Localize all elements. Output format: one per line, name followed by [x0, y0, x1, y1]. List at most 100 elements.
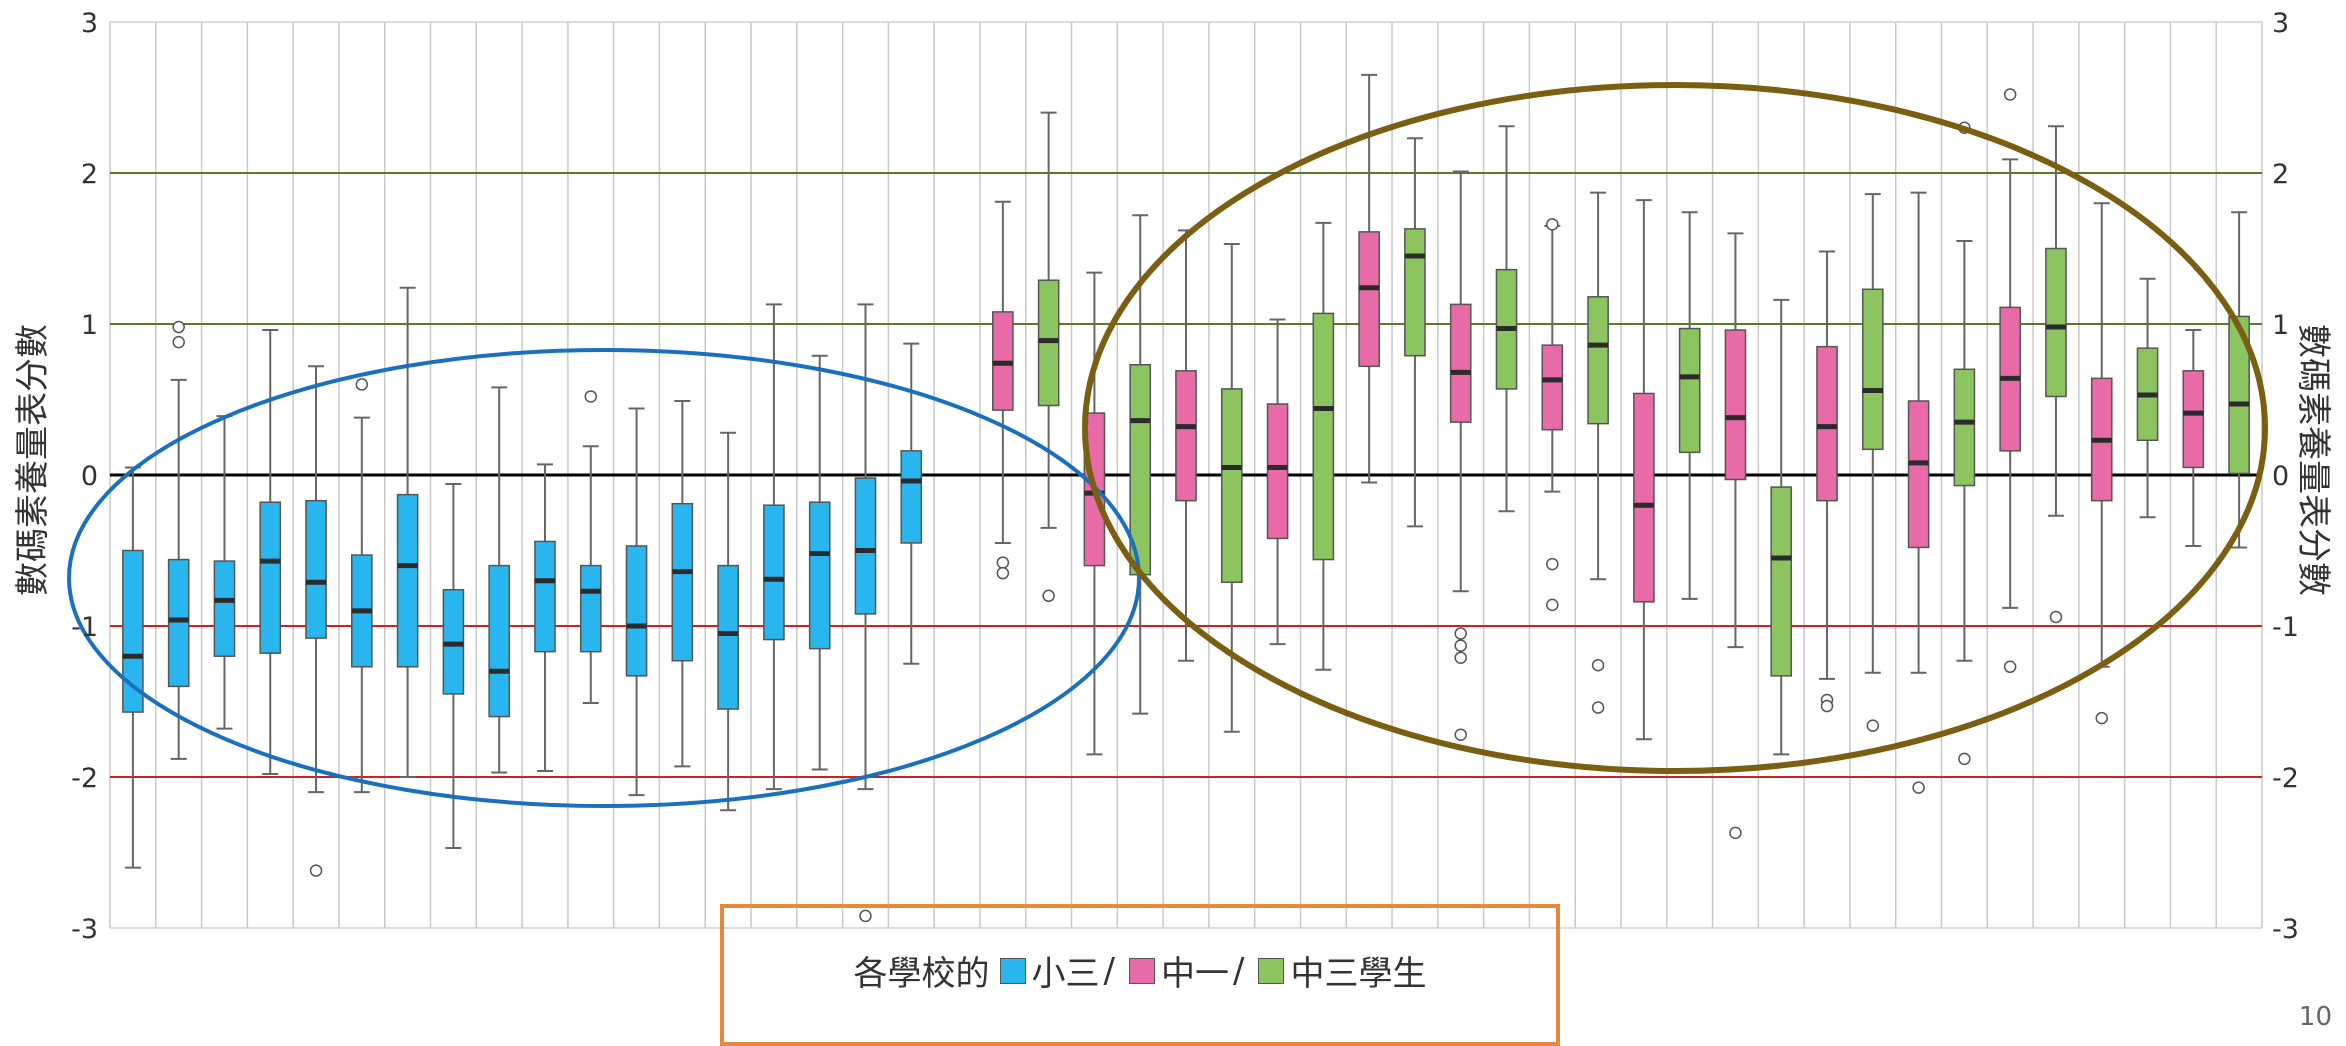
outlier-point — [1454, 651, 1467, 664]
box-plot — [1266, 318, 1289, 646]
box-plots — [122, 73, 2250, 923]
outlier-point — [2095, 711, 2108, 725]
y-tick-label-left: 1 — [81, 310, 98, 341]
legend-swatch-p3 — [999, 957, 1026, 984]
box-plot — [2136, 277, 2159, 519]
y-axis-right-ticks: -3 -2 -1 0 1 2 3 — [2272, 8, 2299, 945]
box-iqr — [2228, 315, 2250, 475]
box-plot — [1587, 191, 1609, 714]
outlier-point — [1866, 719, 1880, 732]
ellipse-secondary — [1082, 82, 2268, 774]
box-plot — [1129, 214, 1152, 715]
box-plot — [213, 415, 236, 730]
box-iqr — [259, 501, 282, 654]
box-iqr — [579, 564, 602, 653]
box-plot — [1907, 191, 1930, 794]
legend-label-s3: 中三學生 — [1290, 954, 1427, 994]
y-tick-label-left: -2 — [71, 763, 98, 794]
box-iqr — [808, 501, 831, 650]
outlier-point — [2003, 88, 2017, 101]
box-iqr — [1220, 388, 1243, 583]
y-tick-label-left: 0 — [81, 461, 98, 492]
outlier-point — [172, 335, 185, 349]
outlier-point — [996, 566, 1010, 580]
legend-label-p3: 小三 — [1031, 954, 1100, 994]
box-plot — [1770, 298, 1793, 756]
outlier-point — [1546, 598, 1559, 612]
outlier-point — [1729, 826, 1742, 840]
legend-separator: / — [1233, 950, 1245, 991]
box-iqr — [625, 545, 648, 677]
box-plot — [1312, 221, 1335, 671]
box-iqr — [900, 450, 923, 544]
box-plot — [442, 483, 465, 849]
box-iqr — [717, 564, 739, 710]
box-plot — [1404, 137, 1426, 528]
legend-swatch-s3 — [1258, 957, 1285, 984]
outlier-point — [309, 864, 323, 877]
box-plot — [1495, 125, 1518, 513]
box-plot — [259, 329, 282, 775]
box-plot — [1678, 211, 1701, 600]
box-iqr — [1404, 228, 1426, 357]
box-plot — [1999, 88, 2021, 674]
box-plot — [2182, 329, 2205, 547]
box-iqr — [534, 540, 556, 653]
box-iqr — [2045, 247, 2067, 398]
y-tick-label-left: -3 — [71, 914, 98, 945]
box-plot — [1633, 199, 1655, 741]
box-plot — [1449, 170, 1472, 741]
box-plot — [808, 354, 831, 771]
outlier-point — [2003, 660, 2017, 674]
box-plot — [1037, 111, 1060, 603]
box-plot — [717, 431, 739, 812]
box-iqr — [1953, 368, 1976, 487]
legend-swatch-s1 — [1129, 957, 1155, 984]
outlier-point — [1546, 218, 1559, 231]
box-iqr — [1907, 400, 1930, 549]
ellipse-primary3 — [67, 348, 1141, 808]
y-tick-label-left: 3 — [81, 8, 98, 39]
outlier-point — [1042, 589, 1055, 603]
box-iqr — [854, 477, 877, 615]
box-plot — [763, 303, 785, 791]
box-plot — [1953, 121, 1976, 766]
outlier-point — [1546, 557, 1559, 571]
box-plot — [1220, 242, 1243, 733]
box-plot — [671, 400, 694, 768]
outlier-point — [172, 320, 185, 334]
box-iqr — [1541, 344, 1564, 431]
box-iqr — [305, 499, 327, 639]
y-tick-label-left: 2 — [81, 159, 98, 190]
box-iqr — [213, 560, 236, 657]
outlier-point — [355, 378, 369, 391]
legend-label-s1: 中一 — [1161, 954, 1229, 994]
box-plot — [2045, 125, 2067, 624]
box-plot — [122, 466, 144, 869]
y-tick-label-right: -1 — [2272, 612, 2299, 643]
box-plot — [854, 303, 877, 923]
outlier-point — [996, 556, 1010, 569]
outlier-point — [1958, 752, 1971, 766]
box-iqr — [1633, 392, 1655, 603]
box-plot — [992, 200, 1014, 580]
y-tick-label-right: 1 — [2272, 310, 2289, 341]
outlier-point — [1454, 639, 1467, 652]
outlier-point — [1912, 781, 1925, 794]
y-tick-label-left: -1 — [71, 612, 98, 643]
page-number: 10 — [2298, 1002, 2332, 1032]
box-iqr — [1678, 327, 1701, 454]
box-plot — [900, 342, 923, 665]
box-iqr — [1358, 231, 1380, 368]
box-iqr — [1816, 345, 1838, 502]
box-plot — [1175, 229, 1197, 662]
outlier-point — [859, 909, 872, 923]
box-iqr — [1724, 329, 1747, 481]
box-plot — [2228, 211, 2250, 549]
box-iqr — [1587, 296, 1609, 425]
annotation-ellipses — [67, 82, 2268, 808]
box-iqr — [1861, 288, 1884, 451]
box-iqr — [167, 558, 190, 688]
y-tick-label-right: -2 — [2272, 763, 2299, 794]
box-plot — [1358, 73, 1380, 484]
